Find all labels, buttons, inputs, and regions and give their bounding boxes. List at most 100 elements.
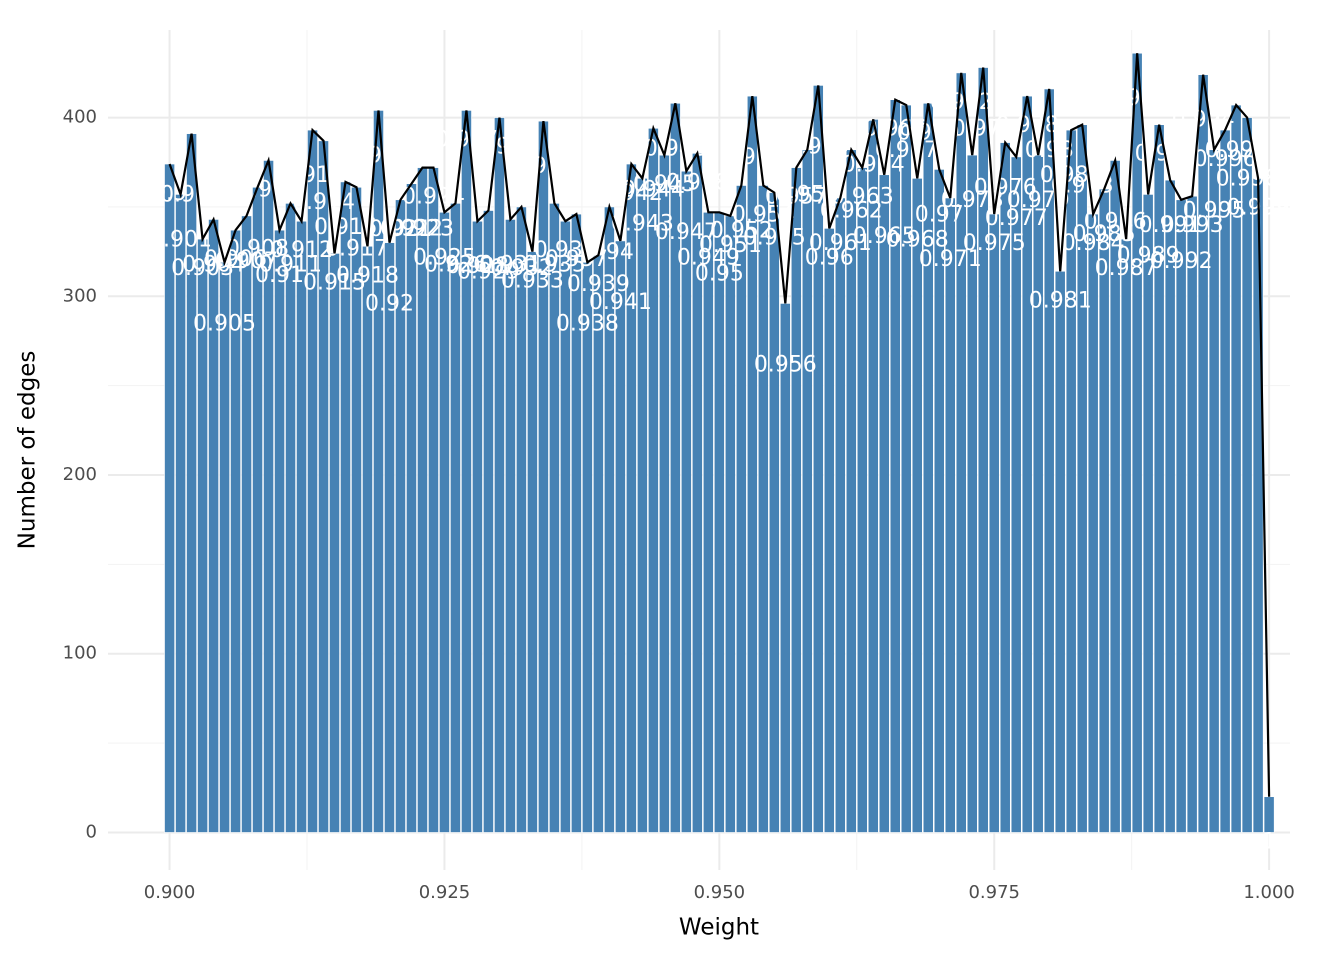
bar-label: 0.956: [754, 352, 817, 377]
bar-label: 0.92: [365, 292, 414, 317]
bar-label: 0.913: [281, 163, 344, 188]
bar-label: 0.979: [1007, 188, 1070, 213]
bar-label: 0.93: [475, 135, 524, 160]
bar-label: 0.955: [743, 226, 806, 251]
bar-label: 0.938: [556, 311, 619, 336]
bar: [702, 211, 714, 833]
bar-label: 0.974: [952, 117, 1015, 142]
bar: [1241, 117, 1253, 833]
bar-label: 1: [1262, 830, 1276, 855]
bar-label: 0.902: [160, 183, 223, 208]
axes: 0 100 200 300 400 0.900 0.925 0.950 0.975 1.000: [63, 107, 1295, 903]
bar-label: 0.953: [721, 145, 784, 170]
bar: [362, 245, 373, 833]
bar: [1010, 156, 1022, 833]
bar: [1131, 52, 1143, 833]
bar: [483, 210, 494, 833]
bar: [549, 203, 560, 833]
bar-label: 0.983: [1051, 174, 1114, 199]
bar: [472, 220, 483, 833]
x-axis-title: Weight: [679, 915, 759, 941]
bar-label: 0.976: [974, 176, 1037, 201]
bar-label: 0.931: [479, 252, 542, 277]
y-axis-title: Number of edges: [15, 351, 41, 550]
bar-label: 0.927: [435, 127, 498, 152]
bar: [296, 220, 307, 833]
bar-label: 0.968: [886, 227, 949, 252]
bar-label: 0.925: [413, 245, 476, 270]
bar: [757, 185, 769, 833]
bar-label: 0.935: [523, 252, 586, 277]
bar-label: 0.959: [787, 134, 850, 159]
bar: [241, 215, 252, 833]
bar-label: 0.91: [255, 263, 304, 288]
bar: [461, 110, 472, 833]
bar: [713, 211, 725, 833]
bar-label: 0.997: [1205, 138, 1268, 163]
bar-label: 0.911: [259, 252, 322, 277]
bar-label: 0.962: [820, 199, 883, 224]
bar: [1263, 796, 1275, 833]
bar: [1252, 178, 1264, 833]
bar-label: 0.969: [897, 120, 960, 145]
bar-label: 0.909: [237, 177, 300, 202]
bar: [680, 170, 692, 833]
bar-label: 0.998: [1216, 167, 1279, 192]
bar: [285, 203, 296, 833]
line: [168, 53, 1271, 797]
bar-label: 0.933: [501, 269, 564, 294]
bar-label: 0.989: [1117, 243, 1180, 268]
bar-label: 0.942: [600, 181, 663, 206]
bar: [494, 117, 505, 833]
bar: [329, 253, 340, 833]
bar: [768, 192, 780, 833]
bar: [944, 197, 956, 833]
bar: [582, 262, 593, 833]
bar: [274, 229, 285, 833]
bar: [988, 213, 1000, 833]
bar-label: 0.964: [842, 152, 905, 177]
bar: [406, 183, 417, 833]
bar-label: 0.915: [303, 270, 366, 295]
bar-label: 0.993: [1161, 213, 1224, 238]
bar-label: 0.923: [391, 217, 454, 242]
y-tick-label: 200: [63, 464, 97, 485]
bar-label: 0.952: [710, 218, 773, 243]
bar-label: 0.949: [677, 245, 740, 270]
bar: [1175, 199, 1187, 833]
y-tick-label: 300: [63, 285, 97, 306]
bar: [823, 228, 835, 833]
bar-label: 0.914: [292, 190, 355, 215]
bars: [164, 52, 1275, 833]
bar: [1164, 179, 1176, 833]
bar-label: 0.971: [919, 247, 982, 272]
bar-label: 0.918: [336, 263, 399, 288]
y-tick-label: 100: [63, 643, 97, 664]
bar: [1120, 238, 1132, 833]
x-tick-label: 0.900: [144, 882, 196, 903]
x-tick-label: 1.000: [1243, 882, 1295, 903]
bar-label: 0.906: [204, 247, 267, 272]
bar-label: 0.912: [270, 238, 333, 263]
bar-label: 0.95: [695, 261, 744, 286]
bar-label: 0.94: [585, 240, 634, 265]
bar-label: 0.96: [805, 245, 854, 270]
bar: [790, 167, 802, 833]
bar-label: 0.981: [1029, 288, 1092, 313]
bar-label: 0.982: [1040, 163, 1103, 188]
bar: [175, 194, 186, 833]
bar-label: 0.988: [1106, 86, 1169, 111]
bar-label: 0.904: [182, 252, 245, 277]
bar-label: 0.932: [490, 256, 553, 281]
bar-label: 0.984: [1062, 231, 1125, 256]
bar-label: 0.926: [424, 252, 487, 277]
bar: [505, 219, 516, 833]
bar: [724, 215, 736, 833]
x-tick-label: 0.950: [694, 882, 746, 903]
bar-label: 0.946: [644, 136, 707, 161]
bar-label: 0.929: [457, 260, 520, 285]
bar: [878, 174, 890, 833]
bar-label: 0.97: [915, 202, 964, 227]
bar-label: 0.99: [1135, 142, 1184, 167]
bar: [834, 197, 846, 833]
